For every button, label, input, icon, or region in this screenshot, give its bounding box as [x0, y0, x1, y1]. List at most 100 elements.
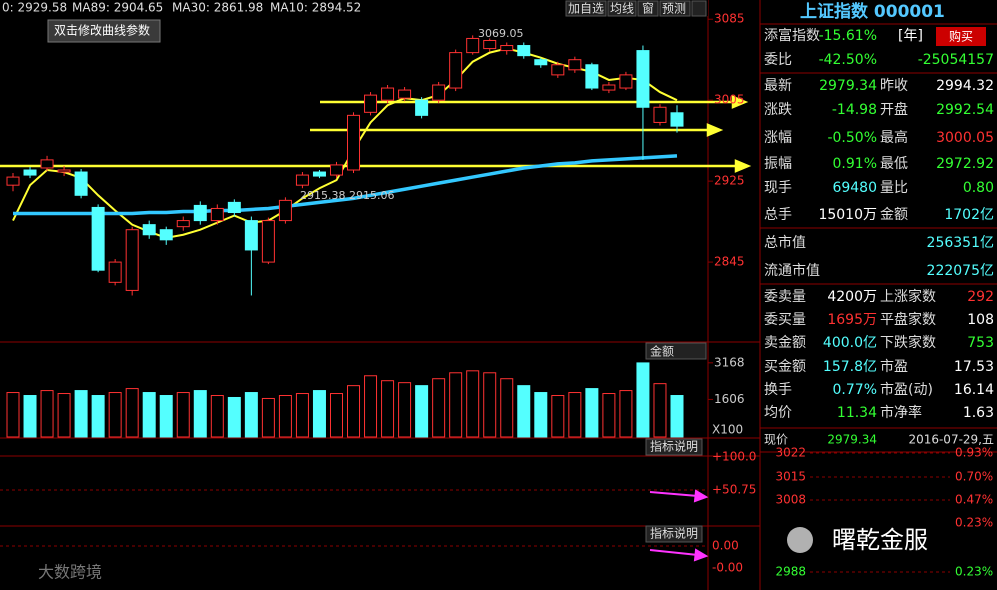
- quote-label: -25054157: [918, 52, 994, 68]
- quote-value: 69480: [832, 180, 877, 196]
- indicator-label-box[interactable]: [645, 438, 703, 456]
- indicator-value: 0: 2929.58: [2, 1, 67, 15]
- candle-body: [381, 87, 395, 101]
- quote-label: 委买量: [764, 312, 806, 328]
- arrows: [0, 95, 752, 173]
- indicator-label[interactable]: 指标说明: [650, 526, 698, 541]
- volume-bar: [364, 375, 378, 438]
- candle-body: [517, 45, 531, 57]
- wechat-icon: [787, 527, 813, 553]
- candle-body: [159, 229, 173, 241]
- volume-bar: [619, 390, 633, 438]
- volume-bar: [278, 395, 292, 438]
- quote-label: 平盘家数: [880, 311, 936, 328]
- tooltip-text: 双击修改曲线参数: [54, 23, 150, 38]
- quote-label: 添富指数: [764, 27, 820, 44]
- volume-bar: [483, 372, 497, 438]
- candle-body: [347, 114, 361, 171]
- button-label[interactable]: 加自选: [568, 2, 604, 16]
- arrow-head: [693, 548, 709, 562]
- volume-bar: [210, 395, 224, 438]
- candle-body: [74, 171, 88, 196]
- candle-body: [483, 39, 497, 50]
- quote-value: 4200万: [827, 289, 877, 305]
- arrow-head: [693, 489, 709, 503]
- volume-bar: [295, 393, 309, 438]
- candle-body: [176, 220, 190, 228]
- button[interactable]: [607, 0, 637, 17]
- volume-bar: [653, 383, 667, 438]
- button[interactable]: [565, 0, 607, 17]
- mini-percent: 0.23%: [955, 516, 993, 530]
- toolbar: [0, 0, 708, 16]
- mini-price: 2988: [775, 565, 806, 579]
- quote-value: 1702亿: [944, 207, 994, 223]
- button[interactable]: [691, 0, 707, 17]
- quote-label: 均价: [764, 405, 792, 421]
- y-tick-label: 3085: [714, 12, 745, 26]
- quote-label: 市净率: [880, 404, 922, 421]
- candle-body: [398, 89, 412, 99]
- indicator-tick: 0.00: [712, 539, 739, 553]
- candle-body: [602, 84, 616, 91]
- mini-price: 3008: [775, 493, 806, 507]
- indicator-label-box[interactable]: [645, 525, 703, 543]
- candle-body: [466, 37, 480, 54]
- button-label[interactable]: 预测: [662, 2, 686, 16]
- quote-label: 市盈: [880, 358, 908, 375]
- candle-body: [193, 204, 207, 222]
- quote-value: -0.50%: [827, 130, 877, 146]
- indicator-value: MA30: 2861.98: [172, 1, 263, 15]
- quote-value: 2992.54: [936, 102, 994, 118]
- quote-value: 15010万: [818, 207, 877, 223]
- volume-unit: X100: [712, 423, 743, 437]
- quote-value: 753: [967, 335, 994, 351]
- y-tick-label: 2925: [714, 174, 745, 188]
- candle-body: [500, 45, 514, 52]
- arrow: [649, 491, 699, 497]
- quote-label: 总手: [764, 207, 792, 223]
- candle-body: [364, 94, 378, 113]
- volume-bar: [568, 392, 582, 438]
- candle-body: [23, 169, 37, 176]
- button[interactable]: [659, 0, 691, 17]
- button-label[interactable]: 窗: [642, 2, 654, 16]
- y-tick-label: 2845: [714, 255, 745, 269]
- quote-label: 委卖量: [764, 289, 806, 305]
- quote-label: 上涨家数: [880, 288, 936, 305]
- buy-button[interactable]: [936, 27, 986, 46]
- volume-bar: [261, 397, 275, 438]
- candle-body: [312, 171, 326, 177]
- quote-label: 买金额: [764, 359, 806, 375]
- arrow-head: [734, 159, 752, 173]
- mini-price: 3015: [775, 470, 806, 484]
- candle-body: [6, 176, 20, 186]
- volume-bar: [347, 385, 361, 438]
- ma-line: [13, 154, 678, 216]
- candle-body: [670, 112, 684, 127]
- volume-bar: [176, 392, 190, 438]
- volume-bar: [6, 392, 20, 438]
- quote-value: 400.0亿: [823, 335, 877, 351]
- quote-label: 涨幅: [764, 130, 792, 146]
- y-tick-label: 1606: [714, 392, 745, 406]
- indicator-label[interactable]: 指标说明: [650, 439, 698, 454]
- quote-value: 0.91%: [833, 156, 877, 172]
- button[interactable]: [637, 0, 659, 17]
- volume-bar: [381, 380, 395, 438]
- volume-bar: [449, 372, 463, 438]
- quote-value: 2979.34: [827, 433, 877, 447]
- mini-percent: 0.47%: [955, 493, 993, 507]
- button-label[interactable]: 均线: [610, 2, 634, 16]
- candle-body: [432, 84, 446, 101]
- buy-label[interactable]: 购买: [949, 29, 973, 44]
- candle-body: [278, 199, 292, 222]
- candle-body: [125, 229, 139, 291]
- watermark: 曙乾金服: [832, 526, 928, 554]
- volume-bar: [551, 395, 565, 438]
- volume-label-box[interactable]: [645, 342, 707, 360]
- candle-body: [568, 59, 582, 71]
- watermark: 大数跨境: [38, 563, 102, 582]
- candle-body: [534, 59, 548, 66]
- candle-body: [40, 159, 54, 169]
